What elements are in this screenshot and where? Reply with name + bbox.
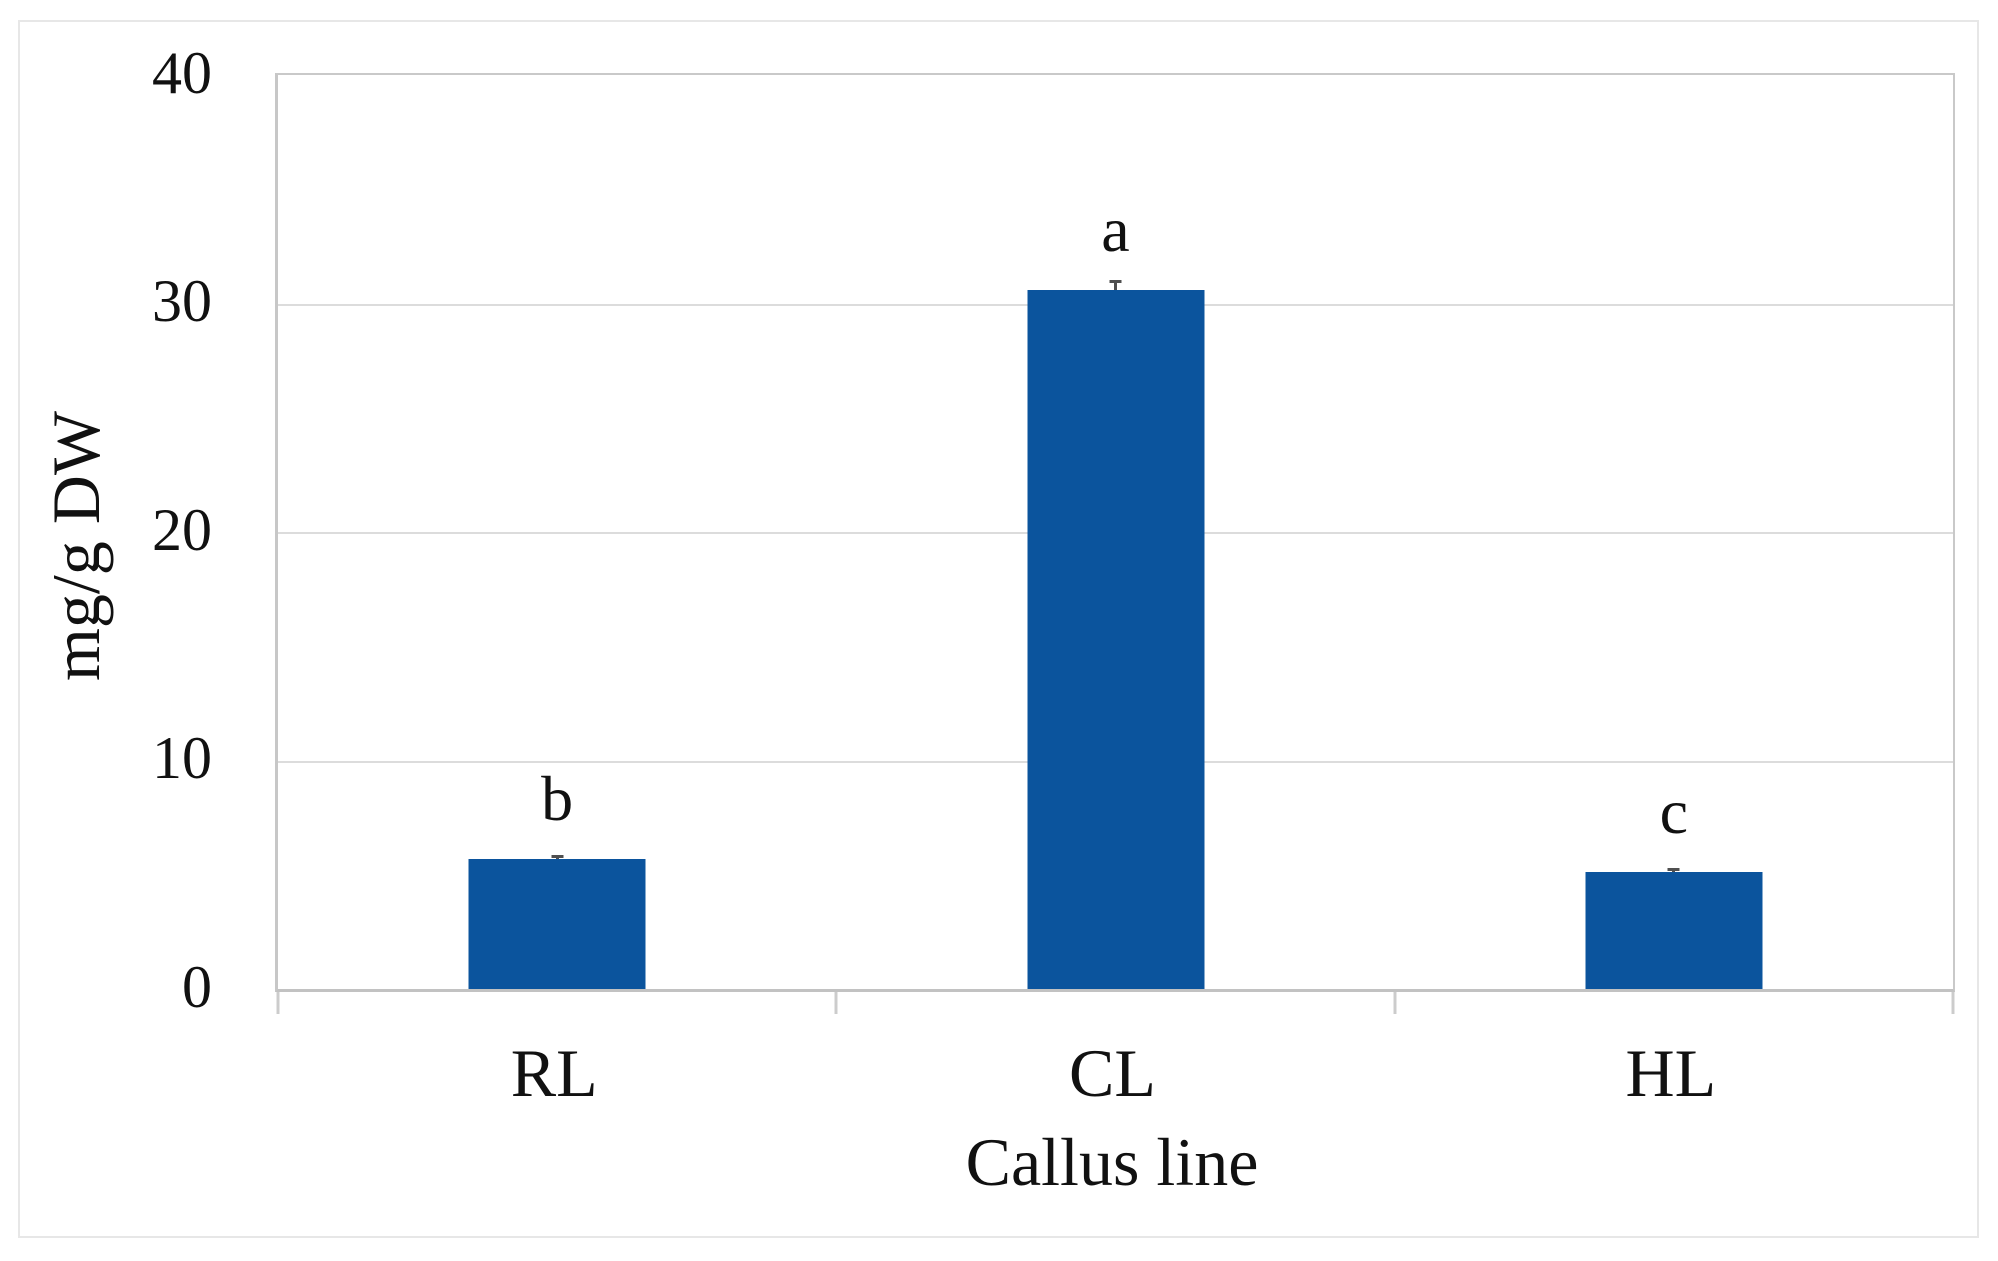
y-tick-label: 20 bbox=[152, 497, 212, 563]
significance-letter: b bbox=[541, 762, 574, 834]
x-axis-boundary-tick bbox=[276, 992, 280, 1014]
bar-hl bbox=[1585, 872, 1763, 989]
x-axis-title: Callus line bbox=[965, 1124, 1259, 1200]
significance-letter: c bbox=[1659, 776, 1689, 848]
x-category-label: CL bbox=[1069, 1035, 1156, 1111]
figure-frame bbox=[18, 20, 1979, 1238]
significance-letter: a bbox=[1101, 193, 1130, 265]
y-tick-label: 0 bbox=[182, 954, 212, 1020]
x-axis-boundary-tick bbox=[1393, 992, 1397, 1014]
bar-group-cl: a bbox=[1027, 75, 1204, 989]
x-axis-category-labels: RL CL HL bbox=[275, 1036, 1950, 1112]
bar-group-hl: c bbox=[1585, 75, 1763, 989]
y-tick-label: 30 bbox=[152, 268, 212, 334]
y-tick-label: 10 bbox=[152, 725, 212, 791]
x-category-label: RL bbox=[510, 1035, 598, 1111]
plot-area: b a c bbox=[275, 73, 1955, 1014]
bar-cl bbox=[1027, 289, 1204, 989]
x-category-label: HL bbox=[1625, 1035, 1717, 1111]
y-tick-label: 40 bbox=[152, 40, 212, 106]
x-axis-boundary-tick bbox=[1951, 992, 1955, 1014]
bar-rl bbox=[468, 858, 646, 989]
bar-group-rl: b bbox=[468, 75, 646, 989]
x-axis-boundary-tick bbox=[834, 992, 838, 1014]
y-axis-tick-labels: 40 30 20 10 0 bbox=[0, 0, 212, 1261]
